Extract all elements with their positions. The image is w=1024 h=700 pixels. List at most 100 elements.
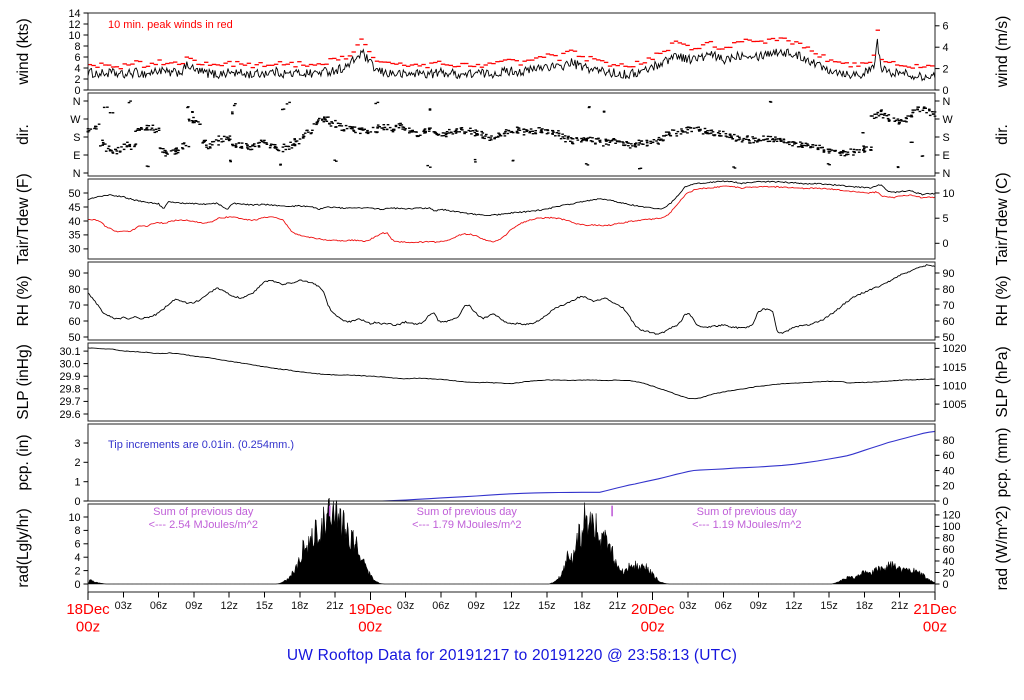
hour-label: 21z (891, 600, 908, 612)
tick-label-left: 8 (74, 525, 80, 537)
tick-label-left: 70 (68, 300, 80, 312)
tick-label-left: W (70, 114, 81, 126)
tick-label-left: 0 (74, 496, 80, 508)
hour-label: 18z (573, 600, 590, 612)
wind-direction-deg (86, 100, 937, 170)
tick-label-right: 80 (943, 435, 955, 447)
tick-label-right: 120 (943, 510, 961, 522)
slp-axis-label-left: SLP (inHg) (15, 344, 32, 420)
relative-humidity-pct (87, 264, 936, 335)
panel-border (87, 261, 936, 341)
temp-axis-label-left: Tair/Tdew (F) (15, 173, 32, 264)
temp-axis-label-right: Tair/Tdew (C) (994, 172, 1011, 265)
tick-label-left: S (73, 132, 80, 144)
tick-label-right: 60 (943, 316, 955, 328)
rad-axis-label-right: rad (W/m^2) (994, 506, 1011, 591)
date-hour-label: 00z (923, 619, 947, 636)
tick-label-right: 0 (943, 579, 949, 591)
tick-label-left: 8 (74, 41, 80, 53)
hour-label: 09z (185, 600, 202, 612)
panel-border (87, 92, 936, 177)
panel-border (87, 178, 936, 260)
panel-wind: 10 min. peak winds in red024681012140246… (15, 8, 1011, 97)
rh-axis-label-right: RH (%) (994, 276, 1011, 327)
tick-label-left: 4 (74, 63, 80, 75)
tick-label-left: 0 (74, 579, 80, 591)
tick-label-left: E (73, 150, 80, 162)
tick-label-left: 12 (68, 19, 80, 31)
date-hour-label: 00z (641, 619, 665, 636)
tick-label-right: 0 (943, 85, 949, 97)
panel-border (87, 342, 936, 422)
date-hour-label: 00z (76, 619, 100, 636)
tick-label-left: 1 (74, 477, 80, 489)
tick-label-right: 1010 (943, 380, 967, 392)
date-label: 18Dec (66, 601, 110, 618)
tick-label-left: 10 (68, 512, 80, 524)
figure-title: UW Rooftop Data for 20191217 to 20191220… (286, 647, 738, 664)
hour-label: 18z (291, 600, 308, 612)
panel-annotation: Sum of previous day (417, 506, 518, 518)
hour-label: 09z (750, 600, 767, 612)
wind-average-kts (87, 38, 936, 82)
tick-label-left: 90 (68, 268, 80, 280)
tick-label-right: 10 (943, 188, 955, 200)
hour-label: 21z (326, 600, 343, 612)
tick-label-left: 2 (74, 457, 80, 469)
tick-label-right: 80 (943, 284, 955, 296)
cumulative-precipitation-in (88, 430, 936, 502)
tick-label-right: 5 (943, 213, 949, 225)
tick-label-left: 30.1 (59, 346, 80, 358)
tick-label-right: N (943, 168, 951, 180)
panel-rh: 50 60 70 80 90 50 60 70 80 90 RH (%) RH (%) (15, 261, 1011, 344)
hour-label: 03z (397, 600, 414, 612)
tick-label-left: 6 (74, 539, 80, 551)
tick-label-right: N (943, 96, 951, 108)
hour-label: 18z (856, 600, 873, 612)
tick-label-right: 60 (943, 450, 955, 462)
slp-axis-label-right: SLP (hPa) (994, 346, 1011, 417)
tick-label-right: 2 (943, 63, 949, 75)
hour-label: 03z (679, 600, 696, 612)
panel-annotation: 10 min. peak winds in red (108, 19, 233, 31)
panel-pcp: Tip increments are 0.01in. (0.254mm.) 0 1 2… (15, 423, 1011, 508)
tick-label-left: 50 (68, 332, 80, 344)
tick-label-left: 0 (74, 85, 80, 97)
date-label: 19Dec (349, 601, 393, 618)
tick-label-right: 40 (943, 465, 955, 477)
panel-annotation: <--- 2.54 MJoules/m^2 (149, 519, 258, 531)
dir-axis-label-left: dir. (15, 124, 32, 145)
tick-label-right: W (943, 114, 954, 126)
hour-label: 15z (256, 600, 273, 612)
air-temperature-f (87, 180, 936, 217)
pcp-axis-label-right: pcp. (mm) (994, 428, 1011, 498)
tick-label-right: 80 (943, 533, 955, 545)
tick-label-left: 29.7 (59, 396, 80, 408)
hour-label: 06z (150, 600, 167, 612)
solar-radiation-lgly-hr (87, 497, 936, 585)
hour-label: 06z (715, 600, 732, 612)
tick-label-left: 2 (74, 565, 80, 577)
hour-label: 06z (432, 600, 449, 612)
wind-axis-label-left: wind (kts) (15, 18, 32, 85)
tick-label-right: 70 (943, 300, 955, 312)
tick-label-right: 90 (943, 268, 955, 280)
hour-label: 12z (503, 600, 520, 612)
tick-label-left: 29.8 (59, 384, 80, 396)
hour-label: 09z (467, 600, 484, 612)
tick-label-left: 2 (74, 74, 80, 86)
tick-label-left: 14 (68, 8, 80, 20)
tick-label-left: 60 (68, 316, 80, 328)
panel-border (87, 12, 936, 91)
panel-annotation: <--- 1.19 MJoules/m^2 (692, 519, 801, 531)
hour-label: 12z (785, 600, 802, 612)
tick-label-left: 80 (68, 284, 80, 296)
hour-label: 12z (220, 600, 237, 612)
date-label: 20Dec (631, 601, 675, 618)
tick-label-left: 30 (68, 244, 80, 256)
tick-label-left: 40 (68, 216, 80, 228)
panel-slp: 29.629.729.829.930.030.1 1005 1010 1015 1020… (15, 342, 1011, 422)
